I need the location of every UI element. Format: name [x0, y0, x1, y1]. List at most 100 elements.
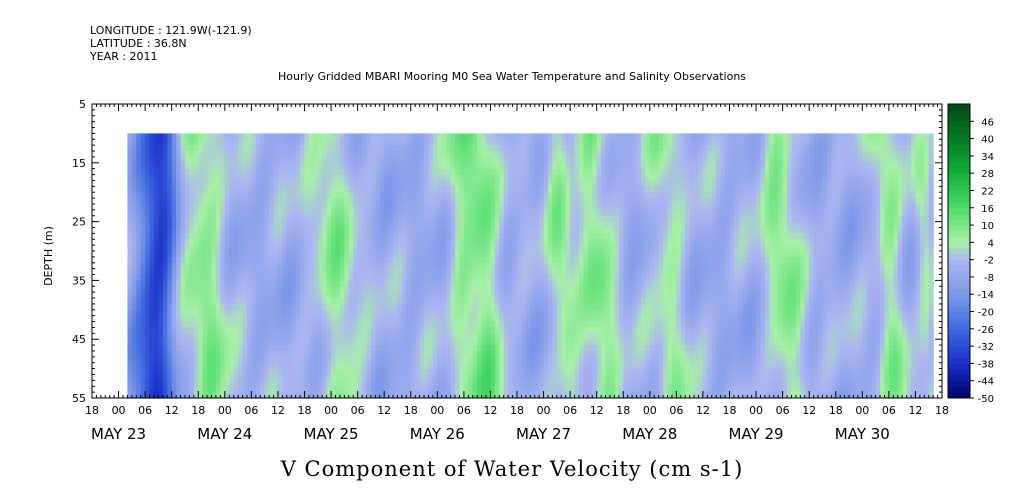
- heatmap-cell: [322, 198, 328, 205]
- heatmap-cell: [561, 245, 567, 252]
- heatmap-cell: [326, 333, 332, 340]
- heatmap-cell: [282, 251, 288, 258]
- heatmap-cell: [468, 309, 474, 317]
- heatmap-cell: [614, 368, 620, 376]
- heatmap-cell: [477, 386, 483, 393]
- heatmap-cell: [446, 268, 452, 276]
- heatmap-cell: [189, 174, 195, 182]
- heatmap-cell: [308, 327, 314, 334]
- heatmap-cell: [477, 268, 483, 276]
- heatmap-cell: [614, 174, 620, 182]
- heatmap-cell: [499, 174, 505, 182]
- heatmap-cell: [410, 262, 416, 270]
- heatmap-cell: [406, 339, 412, 346]
- heatmap-cell: [127, 333, 133, 340]
- heatmap-cell: [370, 239, 376, 246]
- heatmap-cell: [521, 333, 527, 340]
- heatmap-cell: [145, 333, 151, 340]
- heatmap-cell: [477, 215, 483, 223]
- heatmap-cell: [246, 156, 252, 164]
- heatmap-cell: [605, 180, 611, 187]
- heatmap-cell: [322, 203, 328, 211]
- heatmap-cell: [565, 156, 571, 164]
- heatmap-cell: [561, 333, 567, 340]
- heatmap-cell: [255, 386, 261, 393]
- heatmap-cell: [432, 362, 438, 370]
- heatmap-cell: [437, 215, 443, 223]
- heatmap-cell: [162, 186, 168, 193]
- heatmap-cell: [508, 145, 514, 152]
- heatmap-cell: [198, 209, 204, 217]
- heatmap-cell: [233, 303, 239, 311]
- heatmap-cell: [224, 380, 230, 387]
- heatmap-cell: [215, 374, 221, 381]
- heatmap-cell: [220, 221, 226, 229]
- heatmap-cell: [246, 221, 252, 229]
- heatmap-cell: [277, 209, 283, 217]
- heatmap-cell: [552, 374, 558, 381]
- heatmap-cell: [224, 245, 230, 252]
- heatmap-cell: [233, 280, 239, 287]
- heatmap-cell: [313, 186, 319, 193]
- heatmap-cell: [601, 262, 607, 270]
- heatmap-cell: [251, 198, 257, 205]
- heatmap-cell: [193, 192, 199, 199]
- heatmap-cell: [224, 151, 230, 158]
- heatmap-cell: [494, 321, 500, 329]
- heatmap-cell: [614, 303, 620, 311]
- heatmap-cell: [596, 356, 602, 364]
- heatmap-cell: [224, 221, 230, 229]
- heatmap-cell: [153, 286, 160, 293]
- heatmap-cell: [596, 233, 602, 240]
- heatmap-cell: [211, 309, 217, 317]
- heatmap-cell: [578, 221, 585, 229]
- heatmap-cell: [291, 339, 297, 346]
- heatmap-cell: [463, 209, 469, 217]
- heatmap-cell: [432, 168, 438, 176]
- heatmap-cell: [463, 215, 469, 223]
- heatmap-cell: [366, 374, 372, 381]
- heatmap-cell: [477, 368, 483, 376]
- heatmap-cell: [419, 256, 425, 264]
- heatmap-cell: [184, 368, 190, 376]
- heatmap-cell: [521, 174, 527, 182]
- heatmap-cell: [273, 327, 279, 334]
- heatmap-cell: [308, 321, 314, 329]
- heatmap-cell: [561, 380, 567, 387]
- heatmap-cell: [291, 180, 297, 187]
- heatmap-cell: [459, 380, 465, 387]
- heatmap-cell: [198, 386, 204, 393]
- heatmap-cell: [397, 309, 403, 317]
- heatmap-cell: [499, 215, 505, 223]
- heatmap-cell: [313, 256, 319, 264]
- heatmap-cell: [614, 133, 620, 140]
- heatmap-cell: [211, 356, 217, 364]
- heatmap-cell: [587, 286, 593, 293]
- heatmap-cell: [304, 192, 310, 199]
- heatmap-cell: [255, 315, 261, 323]
- heatmap-cell: [534, 292, 540, 299]
- heatmap-cell: [406, 168, 412, 176]
- heatmap-cell: [609, 186, 615, 193]
- heatmap-cell: [415, 192, 421, 199]
- heatmap-cell: [153, 374, 160, 381]
- heatmap-cell: [578, 209, 585, 217]
- heatmap-cell: [605, 227, 611, 234]
- heatmap-cell: [534, 321, 540, 329]
- heatmap-cell: [317, 139, 323, 146]
- heatmap-cell: [481, 315, 487, 323]
- heatmap-cell: [326, 203, 332, 211]
- heatmap-cell: [578, 392, 585, 399]
- heatmap-cell: [220, 227, 226, 234]
- heatmap-cell: [393, 239, 399, 246]
- heatmap-cell: [490, 133, 496, 140]
- heatmap-cell: [424, 327, 430, 334]
- heatmap-cell: [419, 221, 425, 229]
- heatmap-cell: [578, 168, 585, 176]
- heatmap-cell: [441, 392, 447, 399]
- heatmap-cell: [304, 386, 310, 393]
- heatmap-cell: [353, 168, 359, 176]
- heatmap-cell: [162, 162, 168, 170]
- heatmap-cell: [375, 356, 381, 364]
- heatmap-cell: [136, 168, 142, 176]
